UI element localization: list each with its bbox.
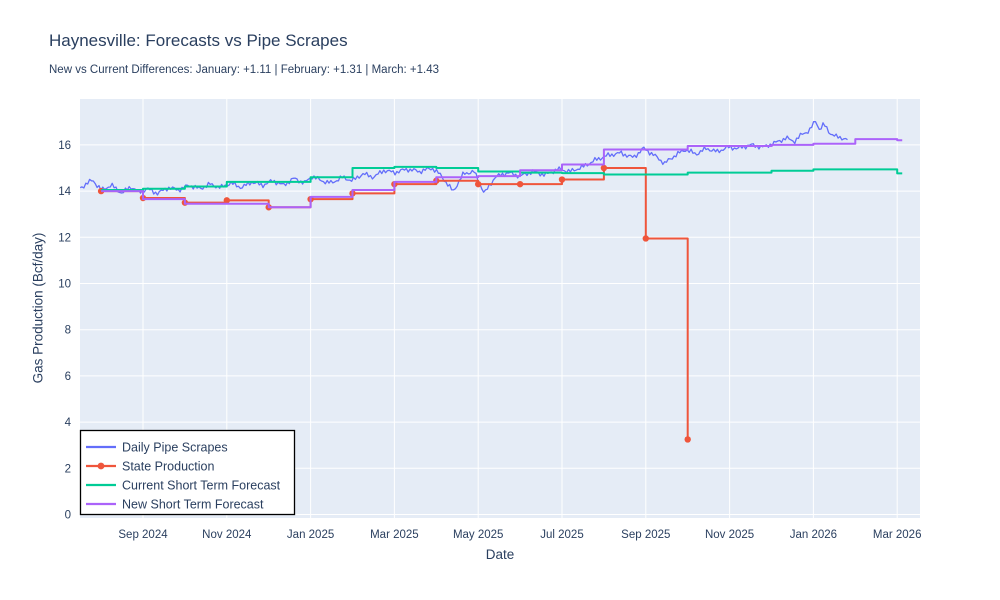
series-daily-pipe-scrapes (80, 120, 848, 196)
data-point-marker (600, 164, 608, 172)
legend-item-new-short-term-forecast[interactable]: New Short Term Forecast (86, 498, 264, 512)
legend: Daily Pipe Scrapes State Production Curren… (79, 429, 296, 516)
svg-text:Mar 2026: Mar 2026 (873, 529, 922, 541)
series-layer (80, 120, 903, 443)
series-current-short-term-forecast (101, 165, 903, 191)
svg-text:Nov 2024: Nov 2024 (202, 529, 252, 541)
data-point-marker (516, 180, 524, 188)
legend-box (79, 429, 296, 516)
legend-label: State Production (122, 460, 214, 474)
legend-label: Current Short Term Forecast (122, 479, 281, 493)
data-point-marker (223, 197, 230, 204)
legend-label: Daily Pipe Scrapes (122, 441, 228, 455)
y-axis-title: Gas Production (Bcf/day) (30, 232, 46, 384)
data-point-marker (558, 176, 566, 183)
data-point-marker (475, 180, 482, 188)
svg-text:14: 14 (58, 186, 71, 198)
legend-sample-marker (97, 462, 105, 470)
legend-label: New Short Term Forecast (122, 498, 264, 512)
series-new-short-term-forecast (101, 138, 903, 209)
legend-item-current-short-term-forecast[interactable]: Current Short Term Forecast (86, 479, 281, 493)
svg-text:16: 16 (58, 140, 71, 152)
svg-text:2: 2 (65, 463, 71, 475)
svg-text:Jan 2026: Jan 2026 (790, 529, 837, 541)
svg-text:Mar 2025: Mar 2025 (370, 529, 419, 541)
legend-item-daily-pipe-scrapes[interactable]: Daily Pipe Scrapes (86, 441, 228, 455)
svg-text:12: 12 (58, 232, 71, 244)
x-axis-tick-labels: Sep 2024 Nov 2024 Jan 2025 Mar 2025 May 2025… (118, 529, 921, 541)
chart-title: Haynesville: Forecasts vs Pipe Scrapes (49, 31, 348, 50)
svg-text:8: 8 (65, 325, 71, 337)
svg-text:4: 4 (65, 417, 72, 429)
data-point-marker (684, 436, 691, 443)
chart-subtitle: New vs Current Differences: January: +1.… (49, 64, 440, 76)
svg-text:May 2025: May 2025 (453, 529, 504, 541)
y-axis-tick-labels: 0 2 4 6 8 10 12 14 16 (58, 140, 71, 522)
svg-text:0: 0 (65, 510, 71, 522)
svg-text:10: 10 (58, 279, 71, 291)
svg-text:Nov 2025: Nov 2025 (705, 529, 754, 541)
svg-text:Jan 2025: Jan 2025 (287, 529, 334, 541)
svg-text:6: 6 (65, 371, 71, 383)
svg-text:Sep 2024: Sep 2024 (118, 529, 168, 541)
svg-text:Sep 2025: Sep 2025 (621, 529, 670, 541)
x-axis-title: Date (485, 547, 515, 562)
legend-item-state-production[interactable]: State Production (86, 460, 214, 474)
data-point-marker (642, 235, 649, 242)
svg-text:Jul 2025: Jul 2025 (540, 529, 583, 541)
